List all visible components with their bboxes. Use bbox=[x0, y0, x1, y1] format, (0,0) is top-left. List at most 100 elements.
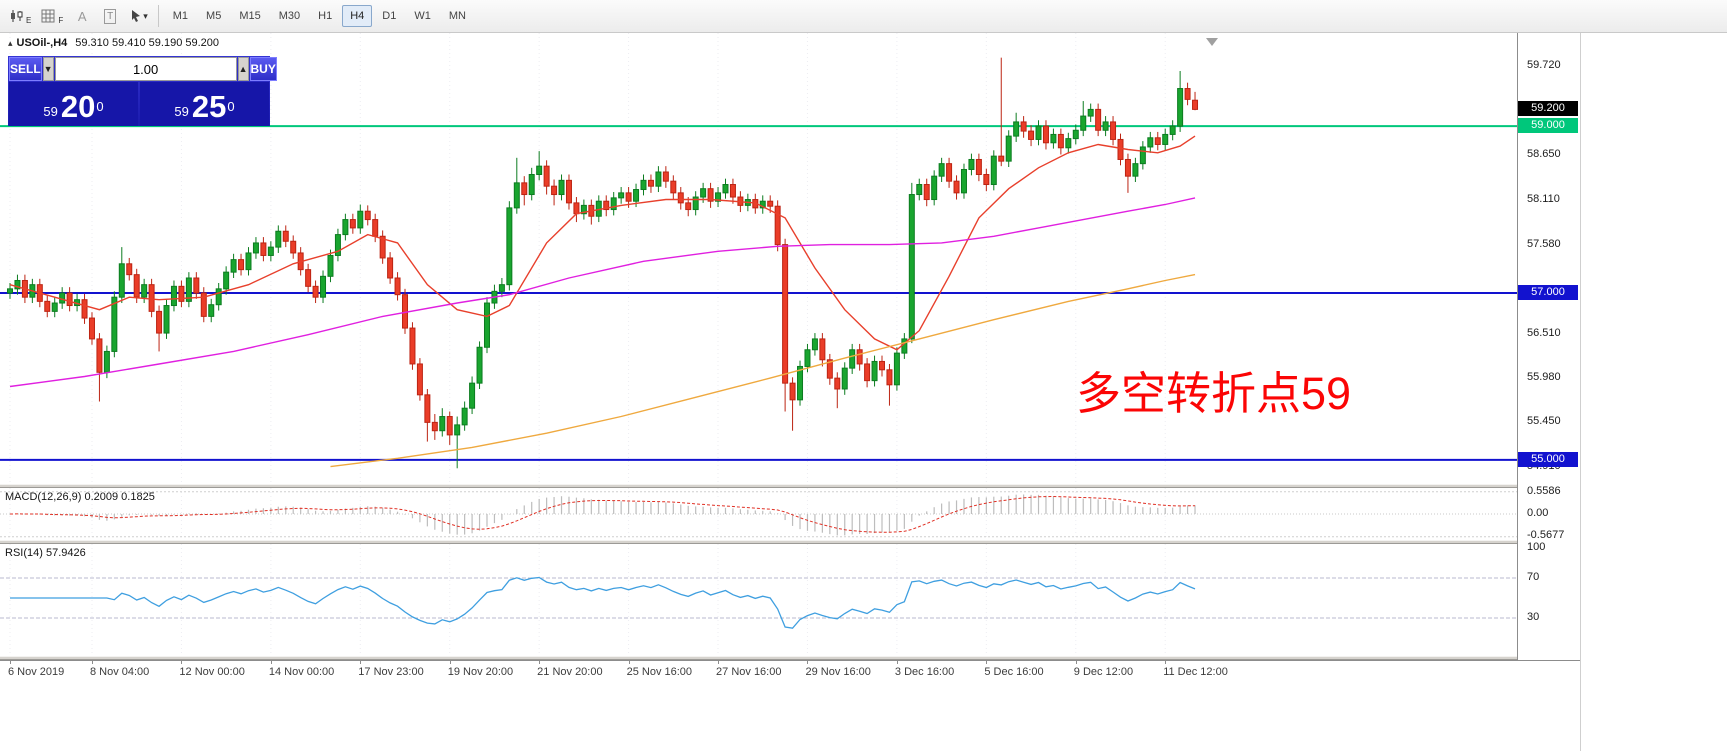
sell-price-sup: 0 bbox=[96, 99, 104, 114]
icon-sub-e: E bbox=[26, 16, 32, 25]
price-badge-57.000: 57.000 bbox=[1518, 285, 1578, 300]
cursor-tool[interactable]: ▾ bbox=[125, 4, 152, 28]
buy-button[interactable]: BUY bbox=[249, 57, 277, 81]
rsi-axis-label: 70 bbox=[1527, 571, 1540, 583]
time-axis-tick bbox=[10, 661, 11, 664]
timeframe-button-H4[interactable]: H4 bbox=[342, 5, 373, 27]
chevron-down-icon: ▾ bbox=[143, 10, 148, 21]
letter-t-icon: T bbox=[104, 8, 117, 24]
timeframe-button-M5[interactable]: M5 bbox=[206, 10, 222, 22]
rsi-axis-label: 100 bbox=[1527, 541, 1546, 553]
date-label: 19 Nov 20:00 bbox=[447, 666, 514, 678]
date-label: 14 Nov 00:00 bbox=[268, 666, 335, 678]
buy-price-prefix: 59 bbox=[174, 104, 189, 119]
macd-axis-label: -0.5677 bbox=[1527, 529, 1565, 542]
expert-chart-icon[interactable]: E bbox=[5, 4, 35, 28]
icon-sub-f: F bbox=[58, 16, 64, 25]
price-axis-label: 58.650 bbox=[1527, 148, 1561, 161]
panel-splitter[interactable] bbox=[0, 484, 1580, 488]
date-label: 25 Nov 16:00 bbox=[626, 666, 693, 678]
chart-workspace: ▴ USOil-,H4 59.310 59.410 59.190 59.200 多空… bbox=[0, 33, 1727, 751]
rsi-axis-label: 30 bbox=[1527, 611, 1540, 623]
timeframe-button-M15[interactable]: M15 bbox=[239, 10, 261, 22]
grid-glyph bbox=[41, 9, 55, 23]
volume-up-button[interactable]: ▲ bbox=[237, 57, 249, 81]
right-empty-area bbox=[1580, 33, 1727, 751]
date-label: 17 Nov 23:00 bbox=[358, 666, 424, 678]
top-toolbar: E F A T ▾ M1 M5 M15 M30 H1 H4 D1 W1 MN bbox=[0, 0, 1727, 33]
macd-canvas bbox=[0, 488, 1517, 540]
chart-symbol-line: ▴ USOil-,H4 59.310 59.410 59.190 59.200 bbox=[8, 37, 219, 49]
time-axis-tick bbox=[1165, 661, 1167, 664]
time-axis-tick bbox=[91, 661, 93, 664]
toolbar-separator bbox=[157, 5, 159, 27]
date-label: 21 Nov 20:00 bbox=[537, 666, 603, 678]
main-chart-panel[interactable]: ▴ USOil-,H4 59.310 59.410 59.190 59.200 多空… bbox=[0, 33, 1517, 484]
timeframe-button-H1[interactable]: H1 bbox=[318, 10, 333, 22]
timeframe-button-MN[interactable]: MN bbox=[448, 10, 466, 22]
timeframe-group: M1 M5 M15 M30 H1 H4 D1 W1 MN bbox=[164, 5, 475, 27]
text-label-tool[interactable]: A bbox=[69, 4, 95, 28]
macd-axis-label: 0.5586 bbox=[1527, 484, 1561, 497]
grid-icon[interactable]: F bbox=[37, 4, 67, 28]
sell-quote[interactable]: 59 20 0 bbox=[9, 82, 138, 126]
one-click-trade-panel: SELL ▼ ▲ BUY 59 20 0 59 25 0 bbox=[8, 56, 277, 126]
price-axis-label: 55.980 bbox=[1527, 371, 1561, 384]
date-label: 6 Nov 2019 bbox=[8, 666, 65, 678]
letter-a-icon: A bbox=[77, 8, 87, 24]
candlestick-chart-canvas[interactable] bbox=[0, 33, 1517, 484]
collapse-arrow-icon[interactable]: ▴ bbox=[8, 38, 13, 48]
time-axis-tick bbox=[270, 661, 272, 664]
panel-splitter[interactable] bbox=[0, 540, 1580, 544]
rsi-panel[interactable]: RSI(14) 57.9426 bbox=[0, 544, 1517, 656]
time-axis[interactable]: 6 Nov 2019 8 Nov 04:00 12 Nov 00:00 14 Nov … bbox=[0, 660, 1580, 683]
candlestick-icon bbox=[11, 10, 23, 22]
textbox-tool[interactable]: T bbox=[97, 4, 123, 28]
date-label: 3 Dec 16:00 bbox=[894, 666, 955, 678]
cursor-arrow-icon bbox=[132, 10, 141, 22]
macd-label: MACD(12,26,9) 0.2009 0.1825 bbox=[5, 491, 155, 503]
price-axis-label: 58.110 bbox=[1527, 193, 1560, 206]
time-axis-tick bbox=[807, 661, 809, 664]
time-axis-tick bbox=[181, 661, 183, 664]
date-label: 29 Nov 16:00 bbox=[805, 666, 871, 678]
time-axis-tick bbox=[718, 661, 720, 664]
price-badge-55.000: 55.000 bbox=[1518, 451, 1578, 467]
date-label: 8 Nov 04:00 bbox=[89, 666, 150, 678]
buy-price-big: 25 bbox=[191, 89, 227, 124]
rsi-label: RSI(14) 57.9426 bbox=[5, 547, 86, 559]
timeframe-button-M1[interactable]: M1 bbox=[172, 10, 189, 22]
chart-annotation-text: 多空转折点59 bbox=[1076, 368, 1352, 419]
sell-price-prefix: 59 bbox=[43, 104, 58, 119]
timeframe-button-W1[interactable]: W1 bbox=[414, 10, 431, 22]
volume-down-button[interactable]: ▼ bbox=[42, 57, 54, 81]
rsi-canvas bbox=[0, 544, 1517, 656]
buy-price-sup: 0 bbox=[227, 99, 235, 114]
symbol-title: USOil-,H4 bbox=[16, 37, 68, 49]
price-axis-label: 55.450 bbox=[1527, 415, 1561, 428]
volume-input[interactable] bbox=[54, 57, 237, 81]
time-axis-tick bbox=[449, 661, 451, 664]
time-axis-tick bbox=[986, 661, 988, 664]
sell-button[interactable]: SELL bbox=[9, 57, 42, 81]
chart-shift-marker-icon bbox=[1206, 38, 1218, 46]
ohlc-values: 59.310 59.410 59.190 59.200 bbox=[75, 37, 220, 49]
macd-panel[interactable]: MACD(12,26,9) 0.2009 0.1825 bbox=[0, 488, 1517, 540]
date-label: 27 Nov 16:00 bbox=[716, 666, 782, 678]
time-axis-tick bbox=[896, 661, 898, 664]
price-axis[interactable]: 59.720 58.650 58.110 57.580 56.510 55.980 55.4… bbox=[1517, 33, 1580, 660]
date-label: 9 Dec 12:00 bbox=[1073, 666, 1134, 678]
buy-quote[interactable]: 59 25 0 bbox=[140, 82, 269, 126]
timeframe-button-M30[interactable]: M30 bbox=[278, 10, 301, 22]
time-axis-tick bbox=[628, 661, 630, 664]
time-axis-tick bbox=[539, 661, 541, 664]
price-axis-label: 56.510 bbox=[1527, 326, 1561, 339]
date-label: 11 Dec 12:00 bbox=[1163, 666, 1228, 678]
macd-axis-label: 0.00 bbox=[1527, 507, 1549, 519]
date-label: 12 Nov 00:00 bbox=[179, 666, 245, 678]
time-axis-tick bbox=[1075, 661, 1077, 664]
panel-splitter[interactable] bbox=[0, 656, 1580, 660]
timeframe-button-D1[interactable]: D1 bbox=[382, 10, 397, 22]
price-axis-label: 57.580 bbox=[1527, 237, 1561, 250]
price-badge-59.000: 59.000 bbox=[1518, 118, 1578, 134]
